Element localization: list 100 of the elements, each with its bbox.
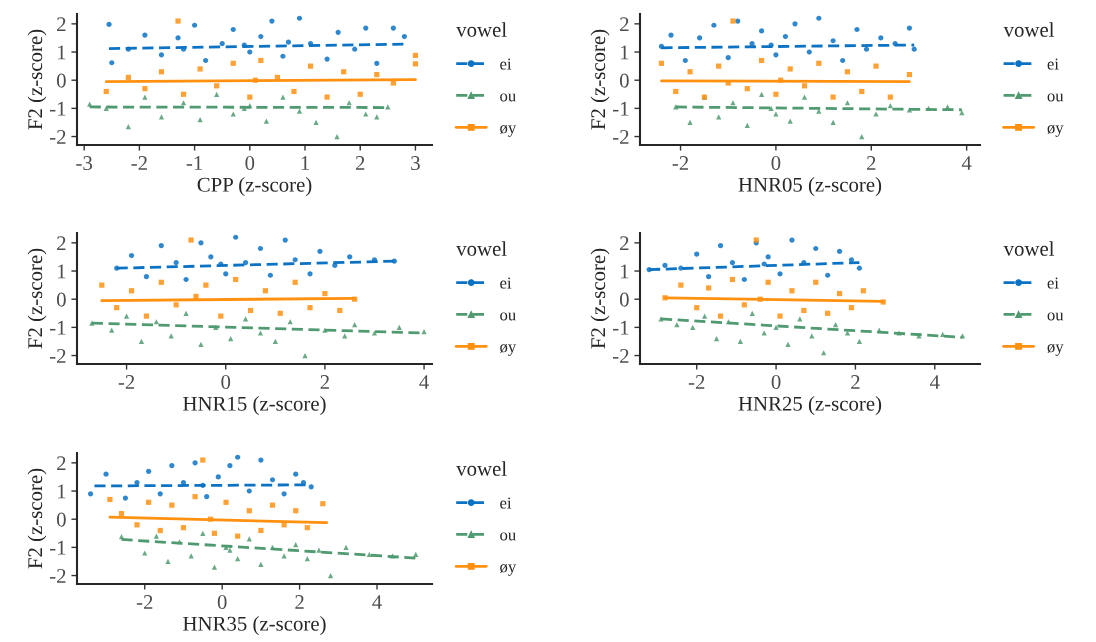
y-tick-label: -1 bbox=[50, 101, 66, 116]
point bbox=[103, 105, 109, 111]
point bbox=[203, 282, 209, 288]
x-axis-title: CPP (z-score) bbox=[197, 177, 312, 196]
y-axis-title: F2 (z-score) bbox=[590, 29, 610, 130]
point bbox=[320, 501, 326, 507]
point bbox=[258, 561, 264, 567]
point bbox=[122, 495, 128, 501]
point bbox=[227, 463, 233, 469]
point bbox=[277, 310, 283, 316]
point bbox=[363, 111, 369, 117]
legend-label: øy bbox=[500, 563, 517, 576]
point bbox=[759, 91, 765, 97]
y-tick-label: 1 bbox=[621, 264, 629, 279]
point bbox=[844, 100, 851, 106]
y-tick-label: 0 bbox=[619, 73, 629, 88]
point bbox=[180, 100, 187, 106]
point bbox=[717, 243, 724, 249]
point bbox=[142, 94, 148, 100]
point bbox=[749, 310, 755, 316]
point bbox=[143, 313, 150, 319]
y-tick-label: 2 bbox=[620, 17, 629, 32]
legend-label: ou bbox=[1047, 93, 1064, 102]
point bbox=[878, 35, 884, 41]
x-tick-label: -2 bbox=[136, 595, 153, 609]
point bbox=[242, 316, 249, 322]
point bbox=[694, 251, 700, 257]
x-axis-title: HNR35 (z-score) bbox=[183, 616, 326, 635]
x-tick-label: 4 bbox=[961, 156, 972, 170]
point bbox=[146, 499, 152, 505]
point bbox=[223, 499, 229, 505]
point bbox=[863, 46, 870, 52]
legend-label: ei bbox=[500, 58, 512, 70]
point bbox=[761, 330, 767, 336]
point bbox=[725, 55, 731, 61]
point bbox=[269, 502, 276, 508]
point bbox=[258, 33, 264, 40]
legend-title: vowel bbox=[456, 241, 507, 256]
point bbox=[208, 254, 214, 260]
point bbox=[142, 32, 148, 38]
point bbox=[87, 101, 93, 107]
point bbox=[269, 477, 276, 483]
y-tick-label: 1 bbox=[621, 45, 629, 60]
point bbox=[765, 279, 771, 285]
point bbox=[412, 52, 419, 59]
point bbox=[114, 305, 120, 311]
y-tick-label: 0 bbox=[619, 292, 629, 307]
point bbox=[806, 49, 812, 55]
x-tick-label: 4 bbox=[929, 375, 940, 389]
point bbox=[296, 15, 303, 21]
point bbox=[304, 556, 310, 562]
x-tick-label: -2 bbox=[672, 156, 689, 170]
point bbox=[782, 33, 789, 40]
point bbox=[269, 18, 275, 24]
point bbox=[293, 471, 299, 477]
point bbox=[854, 26, 860, 33]
point bbox=[296, 108, 303, 114]
point bbox=[103, 88, 109, 95]
x-axis-title: HNR05 (z-score) bbox=[738, 177, 882, 196]
x-tick-label: 0 bbox=[217, 595, 227, 610]
point bbox=[223, 271, 229, 277]
point bbox=[169, 463, 175, 469]
point bbox=[401, 33, 407, 40]
point bbox=[363, 25, 369, 31]
point bbox=[218, 313, 224, 319]
x-tick-label: 4 bbox=[372, 595, 382, 609]
point bbox=[658, 316, 664, 322]
point bbox=[192, 494, 198, 500]
point bbox=[844, 330, 851, 336]
point bbox=[247, 49, 253, 55]
point bbox=[214, 83, 220, 89]
point bbox=[158, 279, 164, 285]
point bbox=[292, 279, 298, 285]
point bbox=[787, 66, 793, 72]
point bbox=[257, 245, 264, 252]
legend-label: ei bbox=[500, 277, 512, 289]
point bbox=[911, 46, 917, 52]
point bbox=[128, 252, 135, 259]
point bbox=[357, 91, 363, 97]
y-tick-label: 2 bbox=[620, 236, 629, 251]
point bbox=[293, 541, 299, 548]
x-tick-label: -3 bbox=[76, 156, 93, 171]
legend-label: øy bbox=[500, 124, 517, 137]
point bbox=[200, 457, 206, 463]
point bbox=[687, 69, 693, 75]
point bbox=[773, 91, 779, 97]
point bbox=[183, 276, 189, 283]
point bbox=[792, 21, 798, 27]
point bbox=[352, 46, 358, 52]
point bbox=[242, 259, 249, 266]
point bbox=[316, 547, 322, 553]
point bbox=[761, 261, 767, 267]
y-tick-label: 0 bbox=[56, 292, 66, 307]
y-tick-label: 2 bbox=[57, 236, 66, 251]
point bbox=[832, 321, 839, 328]
y-tick-label: -2 bbox=[50, 348, 66, 363]
point bbox=[180, 525, 187, 531]
point bbox=[158, 52, 165, 58]
point bbox=[836, 248, 843, 254]
point bbox=[246, 536, 252, 542]
